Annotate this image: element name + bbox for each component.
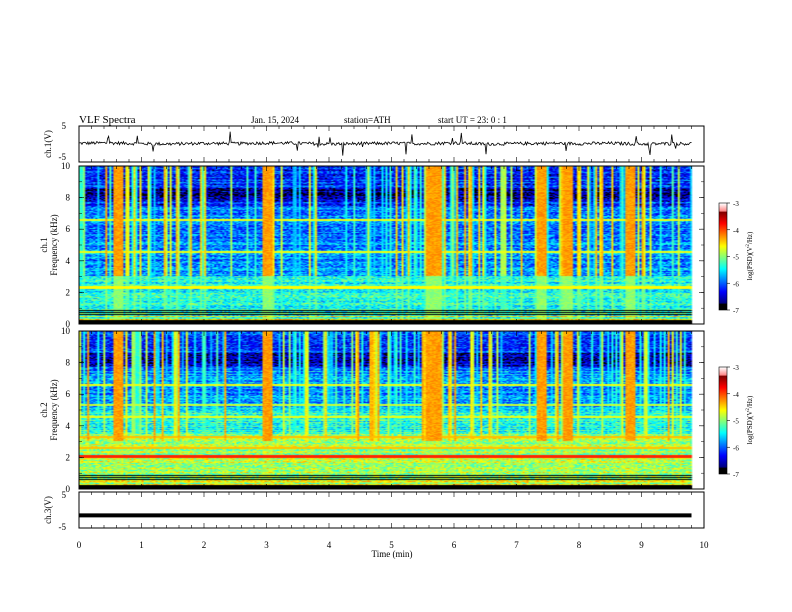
ch1-spectrogram-ylabel-channel: ch.1 (39, 237, 49, 252)
ch2-colorbar-label: log(PSD)(V2/Hz) (746, 395, 754, 444)
ch3-waveform-xticks (78, 492, 705, 528)
y-tick-label: 0 (66, 484, 71, 494)
time-axis-tick-labels: 0 1 2 3 4 5 6 7 8 9 10 (77, 540, 709, 550)
y-tick-label: 10 (61, 326, 71, 336)
colorbar-tick-label: -3 (733, 364, 739, 372)
time-tick-label: 4 (327, 540, 332, 550)
ch1-spectrogram-ylabel-frequency: Frequency (kHz) (49, 214, 59, 275)
y-tick-label: 2 (66, 287, 71, 297)
colorbar-tick-label: -5 (733, 254, 739, 262)
time-tick-label: 5 (389, 540, 394, 550)
ch1-ytick-bottom: -5 (59, 152, 67, 162)
start-time-label: start UT = 23: 0 : 1 (438, 115, 507, 125)
ch1-colorbar: -3 -4 -5 -6 -7 log(PSD)(V2/Hz) (718, 200, 754, 315)
ch2-colorbar: -3 -4 -5 -6 -7 log(PSD)(V2/Hz) (718, 364, 754, 479)
ch2-spectrogram-panel: 0 2 4 6 8 10 ch.2 Frequency (kHz) (39, 326, 705, 494)
ch3-waveform-frame (78, 491, 705, 529)
time-tick-label: 3 (264, 540, 269, 550)
time-tick-label: 1 (139, 540, 144, 550)
time-tick-label: 10 (700, 540, 710, 550)
colorbar-tick-label: -4 (733, 227, 739, 235)
ch1-spectrogram-image (79, 166, 704, 324)
ch1-colorbar-label: log(PSD)(V2/Hz) (746, 231, 754, 280)
ch2-colorbar-ticks: -3 -4 -5 -6 -7 (727, 364, 739, 479)
ch2-spectrogram-xticks (78, 331, 705, 489)
ch3-waveform-ylabel: ch.3(V) (43, 496, 53, 524)
colorbar-tick-label: -5 (733, 418, 739, 426)
colorbar-tick-label: -7 (733, 471, 739, 479)
y-tick-label: 8 (66, 193, 71, 203)
colorbar-tick-label: -3 (733, 200, 739, 208)
time-tick-label: 2 (202, 540, 207, 550)
ch3-ytick-bottom: -5 (59, 522, 67, 532)
time-tick-label: 7 (514, 540, 519, 550)
y-tick-label: 10 (61, 161, 71, 171)
ch1-waveform-frame (78, 125, 705, 163)
ch1-ytick-top: 5 (62, 121, 67, 131)
ch1-spectrogram-xticks (78, 166, 705, 324)
ch2-colorbar-image (719, 367, 727, 474)
ch2-spectrogram-ylabel-frequency: Frequency (kHz) (49, 379, 59, 440)
ch2-spectrogram-yticks: 0 2 4 6 8 10 (61, 326, 704, 494)
y-tick-label: 0 (66, 319, 71, 329)
ch3-ytick-top: 5 (62, 490, 67, 500)
ch2-spectrogram-ylabel-channel: ch.2 (39, 402, 49, 417)
ch1-spectrogram-panel: 0 2 4 6 8 10 ch.1 Frequency (kHz) (39, 161, 705, 329)
ch1-waveform-line (78, 131, 692, 156)
figure-title: VLF Spectra (79, 114, 136, 126)
colorbar-tick-label: -7 (733, 307, 739, 315)
ch1-waveform-panel: 5 -5 ch.1(V) (43, 121, 705, 163)
y-tick-label: 6 (66, 389, 71, 399)
ch1-colorbar-ticks: -3 -4 -5 -6 -7 (727, 200, 739, 315)
time-tick-label: 0 (77, 540, 82, 550)
y-tick-label: 4 (66, 256, 71, 266)
station-label: station=ATH (344, 115, 391, 125)
colorbar-tick-label: -6 (733, 280, 739, 288)
date-label: Jan. 15, 2024 (251, 115, 299, 125)
time-tick-label: 9 (639, 540, 644, 550)
ch1-spectrogram-yticks: 0 2 4 6 8 10 (61, 161, 704, 329)
ch3-waveform-panel: 5 -5 ch.3(V) (43, 490, 705, 532)
colorbar-tick-label: -4 (733, 391, 739, 399)
y-tick-label: 4 (66, 421, 71, 431)
y-tick-label: 8 (66, 358, 71, 368)
ch2-spectrogram-image (79, 331, 704, 489)
ch1-waveform-ylabel: ch.1(V) (43, 130, 53, 158)
colorbar-tick-label: -6 (733, 444, 739, 452)
ch1-colorbar-image (719, 203, 727, 310)
time-tick-label: 6 (452, 540, 457, 550)
y-tick-label: 6 (66, 224, 71, 234)
ch1-waveform-xticks (78, 126, 705, 162)
time-axis-label: Time (min) (372, 549, 413, 559)
y-tick-label: 2 (66, 452, 71, 462)
time-tick-label: 8 (577, 540, 582, 550)
